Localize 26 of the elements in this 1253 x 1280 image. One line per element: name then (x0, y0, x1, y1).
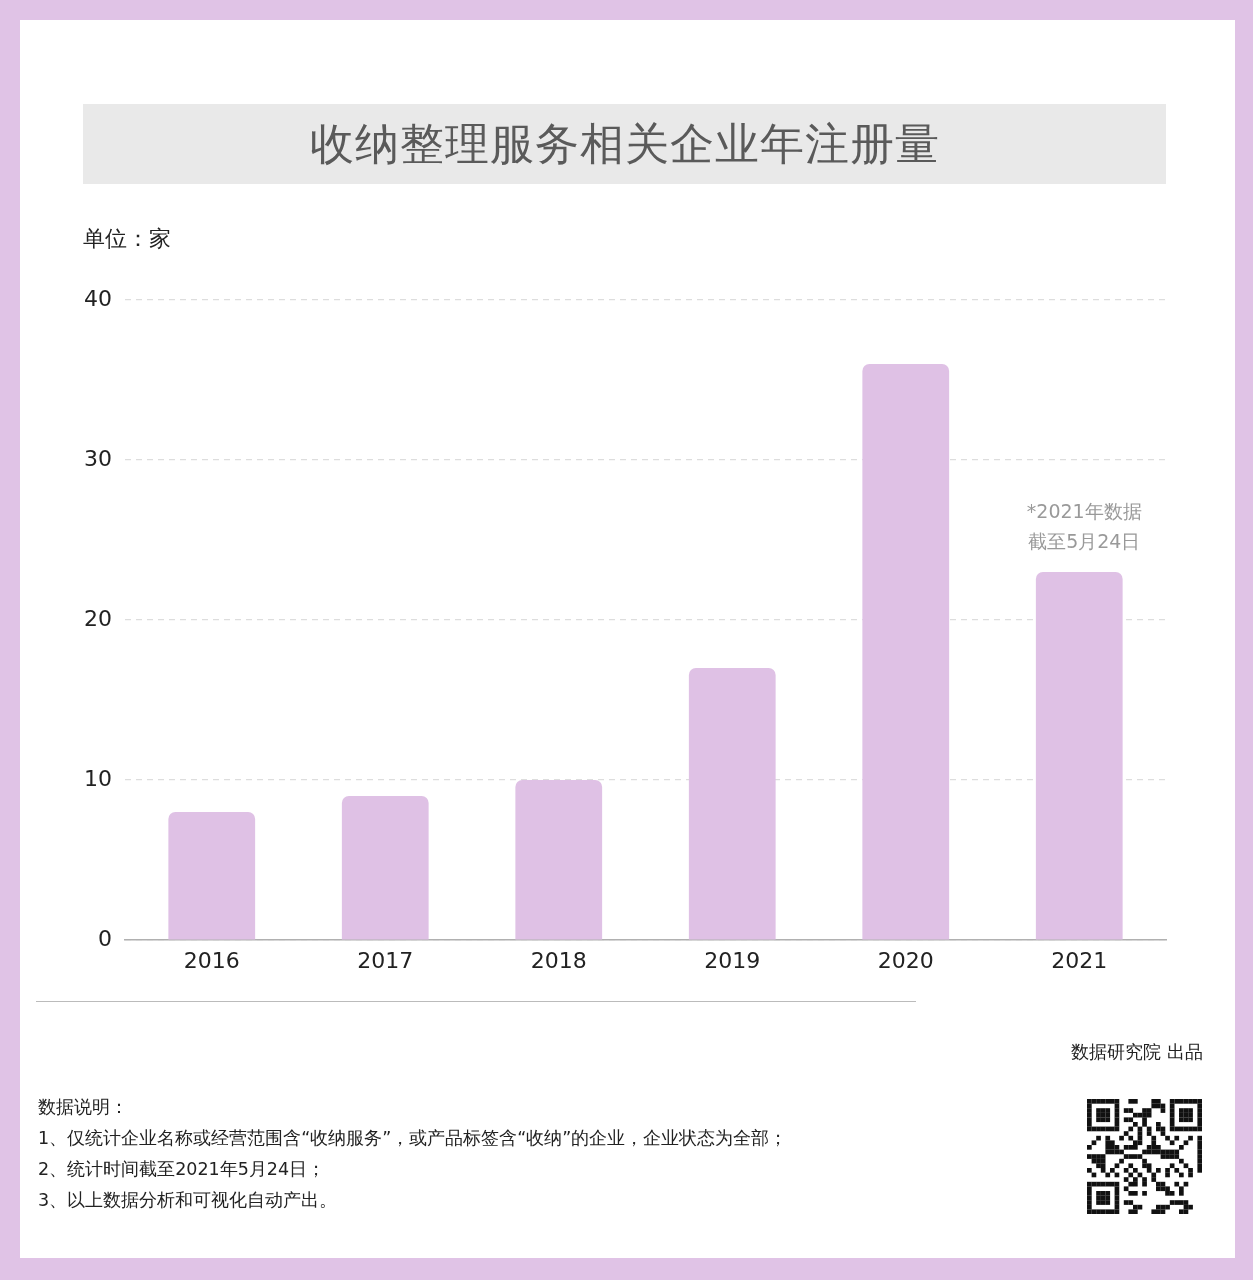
y-tick-label: 30 (84, 445, 112, 471)
text: 数据说明： (38, 1096, 129, 1119)
x-tick-label: 2018 (530, 947, 587, 973)
x-tick-label: 2021 (1051, 947, 1108, 973)
y-tick-label: 20 (84, 605, 112, 631)
bar (1035, 572, 1123, 940)
bar (168, 812, 256, 940)
bar (515, 780, 603, 940)
text: 1、仅统计企业名称或经营范围含“收纳服务”，或产品标签含“收纳”的企业，企业状态为全部； (38, 1127, 788, 1150)
y-tick-label: 0 (98, 925, 112, 951)
annotation: 截至5月24日 (1028, 530, 1141, 552)
bar (341, 796, 429, 940)
bar (862, 364, 950, 940)
x-tick-label: 2019 (704, 947, 761, 973)
y-tick-label: 10 (84, 765, 112, 791)
x-tick-label: 2017 (357, 947, 414, 973)
text: 数据研究院 出品 (1071, 1040, 1203, 1064)
text: 3、以上数据分析和可视化自动产出。 (38, 1189, 339, 1212)
text: 2、统计时间截至2021年5月24日； (38, 1158, 327, 1181)
annotation: *2021年数据 (1026, 500, 1142, 522)
x-tick-label: 2016 (183, 947, 240, 973)
bar (688, 668, 776, 940)
chart-title: 收纳整理服务相关企业年注册量 (83, 104, 1166, 184)
y-axis-title: 单位：家 (83, 225, 171, 253)
x-tick-label: 2020 (877, 947, 934, 973)
y-tick-label: 40 (84, 285, 112, 311)
